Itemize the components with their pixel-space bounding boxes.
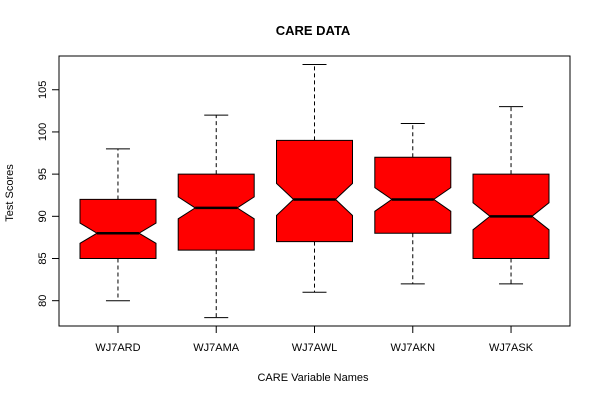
boxplots <box>79 63 550 319</box>
x-tick-label: WJ7AKN <box>390 342 435 354</box>
y-tick-label: 90 <box>37 210 49 222</box>
box-group <box>79 148 157 302</box>
y-tick-label: 100 <box>37 123 49 141</box>
chart-title: CARE DATA <box>276 23 351 38</box>
box-group <box>374 123 452 285</box>
y-tick-label: 85 <box>37 252 49 264</box>
box <box>79 198 157 259</box>
y-tick-label: 95 <box>37 168 49 180</box>
box <box>374 156 452 234</box>
y-tick-label: 80 <box>37 295 49 307</box>
x-tick-label: WJ7ASK <box>489 342 534 354</box>
y-axis: 80 85 90 95 100 105 <box>37 81 59 307</box>
y-axis-label: Test Scores <box>4 164 16 222</box>
x-tick-label: WJ7AMA <box>193 342 240 354</box>
x-tick-label: WJ7AWL <box>292 342 337 354</box>
box-group <box>177 114 255 319</box>
box-group <box>472 106 550 285</box>
box <box>177 173 255 251</box>
y-tick-label: 105 <box>37 81 49 99</box>
box-group <box>276 63 353 293</box>
x-axis: WJ7ARD WJ7AMA WJ7AWL WJ7AKN WJ7ASK <box>95 326 534 354</box>
box <box>276 139 353 243</box>
x-axis-label: CARE Variable Names <box>257 372 369 384</box>
x-tick-label: WJ7ARD <box>95 342 140 354</box>
